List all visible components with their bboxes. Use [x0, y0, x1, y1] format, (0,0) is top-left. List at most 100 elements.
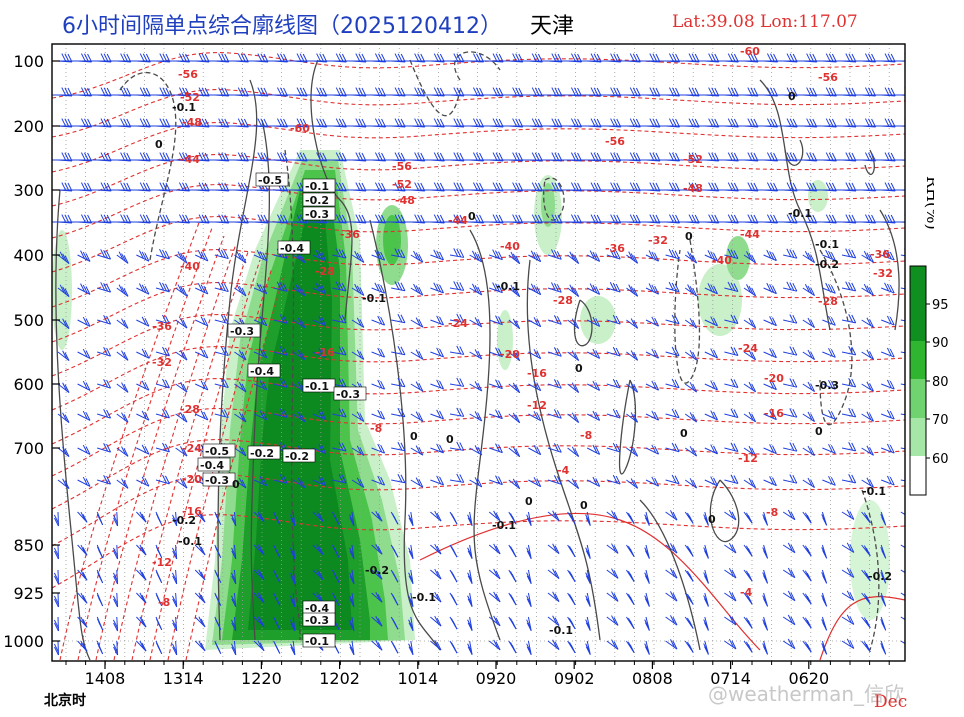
wind-barb [214, 281, 229, 293]
wind-barb [331, 511, 340, 525]
wind-barb [53, 511, 59, 527]
wind-barb [469, 283, 483, 296]
svg-text:-24: -24 [448, 317, 468, 330]
wind-barb [349, 592, 355, 608]
wind-barb [526, 616, 532, 631]
wind-barb [645, 410, 660, 421]
wind-barb [586, 380, 601, 391]
wind-barb [53, 544, 59, 560]
wind-barb [351, 349, 365, 360]
wind-barb [214, 640, 222, 654]
wind-barb [214, 511, 222, 525]
wind-barb [155, 408, 170, 419]
wind-barb [644, 511, 650, 526]
contour-label: -0.2 [302, 192, 336, 207]
wind-barb [97, 443, 112, 453]
wind-barb [467, 511, 473, 526]
svg-text:-52: -52 [683, 153, 703, 166]
rh-axis-label: RH(%) [923, 176, 934, 230]
wind-barb [743, 284, 757, 297]
wind-barb [861, 511, 871, 524]
wind-barb [234, 381, 247, 393]
wind-barb [77, 544, 88, 556]
wind-barb [155, 616, 163, 631]
wind-barb [234, 411, 247, 423]
wind-barb [567, 640, 576, 654]
wind-barb [351, 445, 365, 456]
wind-barb [585, 640, 591, 655]
wind-barb [410, 250, 424, 263]
svg-text:0: 0 [685, 230, 693, 243]
contour-label: -0.2 [282, 448, 316, 463]
wind-barb [528, 444, 542, 456]
wind-barb [312, 476, 327, 486]
contour-label: -56 [818, 71, 838, 84]
wind-barb [547, 568, 560, 580]
omega-contour [409, 59, 461, 117]
wind-barb [802, 640, 812, 653]
svg-text:-0.2: -0.2 [172, 514, 196, 527]
wind-barb [391, 377, 406, 388]
wind-barb [408, 544, 414, 560]
contour-label: -32 [648, 234, 668, 247]
wind-barb [488, 543, 501, 555]
wind-barb [408, 569, 414, 585]
wind-barb [606, 615, 619, 626]
colorbar-segment [910, 266, 926, 341]
contour-label: -8 [580, 429, 592, 442]
wind-barb [508, 592, 517, 606]
wind-barb [841, 474, 857, 484]
wind-barb [77, 511, 88, 523]
wind-barb [567, 284, 580, 297]
wind-barb [704, 316, 718, 327]
x-axis-label: 北京时 [44, 693, 86, 709]
wind-barb [841, 638, 855, 649]
wind-barb [900, 544, 905, 549]
wind-barb [802, 544, 812, 557]
wind-barb [567, 446, 580, 457]
wind-barb [585, 569, 591, 584]
wind-barb [292, 477, 306, 489]
wind-barb [351, 317, 365, 328]
wind-barb [861, 317, 874, 328]
wind-barb [488, 615, 501, 627]
wind-barb [390, 640, 399, 654]
omega-contour [310, 59, 353, 321]
wind-barb [116, 318, 129, 329]
isotherm-line [95, 235, 225, 661]
wind-barb [410, 445, 424, 456]
wind-barb [606, 591, 619, 602]
wind-barb [390, 511, 399, 525]
wind-barb [155, 378, 170, 389]
isotherm-line [52, 378, 905, 445]
wind-barb [253, 249, 268, 262]
contour-label: -0.1 [302, 633, 336, 648]
wind-barb [488, 639, 501, 651]
wind-barb [116, 412, 129, 423]
wind-barb [528, 283, 542, 296]
wind-barb [782, 542, 796, 554]
wind-barb [290, 592, 296, 608]
wind-barb [57, 251, 70, 265]
wind-barb [743, 445, 757, 457]
wind-barb [567, 251, 580, 264]
wind-barb [292, 284, 306, 297]
svg-text:-0.3: -0.3 [815, 379, 839, 392]
wind-barb [449, 407, 465, 417]
wind-barb [371, 592, 383, 603]
wind-barb [273, 511, 281, 525]
svg-text:-56: -56 [392, 160, 412, 173]
wind-barb [821, 592, 828, 607]
wind-barb [136, 316, 150, 327]
contour-label: -12 [152, 556, 172, 569]
wind-barb [684, 412, 698, 423]
wind-barb [371, 282, 386, 294]
wind-barb [763, 476, 777, 487]
wind-barb [665, 281, 680, 293]
isotherm-line [52, 154, 905, 207]
wind-barb [97, 282, 112, 293]
y-tick-label: 850 [13, 536, 44, 555]
wind-barb [645, 250, 660, 262]
wind-barb [116, 382, 129, 393]
wind-barb [312, 544, 324, 555]
